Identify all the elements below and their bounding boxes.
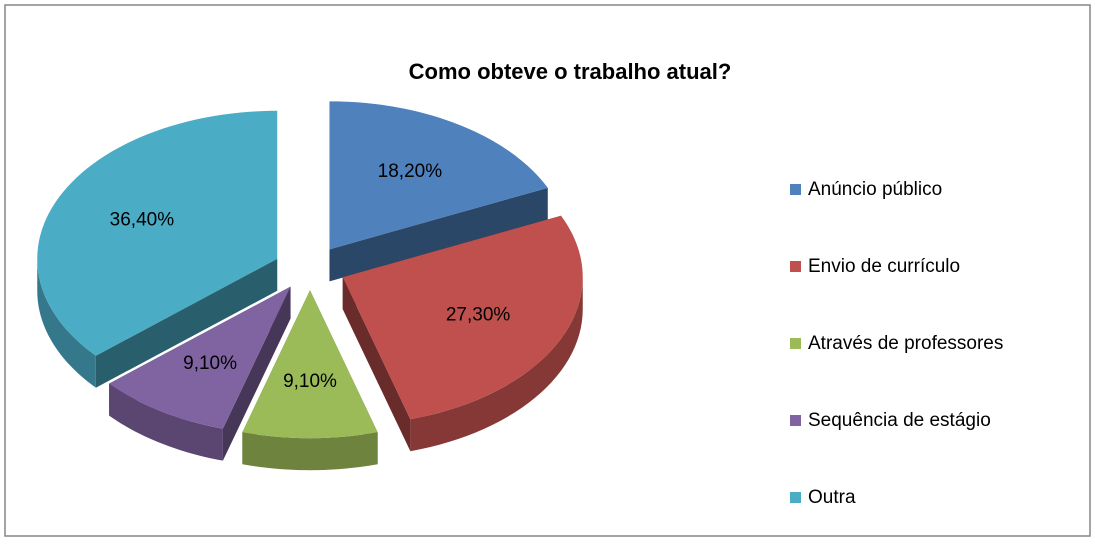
slice-side (329, 187, 548, 282)
data-label: 9,10% (183, 353, 237, 374)
legend-label: Anúncio público (808, 179, 942, 200)
pie-slice: 27,30% (342, 215, 583, 452)
slice-wall (242, 432, 378, 471)
legend-swatch (790, 338, 801, 349)
chart-title: Como obteve o trabalho atual? (409, 59, 732, 84)
slice-top (342, 215, 583, 420)
slice-top (242, 290, 378, 439)
data-label: 36,40% (110, 210, 175, 231)
legend-label: Outra (808, 487, 856, 508)
pie-slice: 9,10% (242, 290, 378, 471)
legend-swatch (790, 184, 801, 195)
slice-top (329, 101, 548, 250)
slice-top (37, 110, 278, 356)
legend-label: Através de professores (808, 333, 1003, 354)
legend-swatch (790, 261, 801, 272)
slice-wall (410, 277, 583, 452)
pie-slice: 18,20% (329, 101, 548, 282)
slice-top (109, 286, 291, 429)
slice-wall (37, 258, 96, 388)
slice-side (342, 277, 411, 452)
data-label: 18,20% (378, 161, 443, 182)
slice-side (222, 286, 291, 461)
legend-label: Envio de currículo (808, 256, 960, 277)
legend-swatch (790, 492, 801, 503)
slice-side (95, 258, 278, 388)
data-label: 27,30% (446, 304, 511, 325)
pie-slice: 9,10% (109, 286, 291, 461)
legend-swatch (790, 415, 801, 426)
data-label: 9,10% (283, 371, 337, 392)
legend-label: Sequência de estágio (808, 410, 991, 431)
pie-slice: 36,40% (37, 110, 278, 388)
slice-wall (109, 383, 223, 461)
